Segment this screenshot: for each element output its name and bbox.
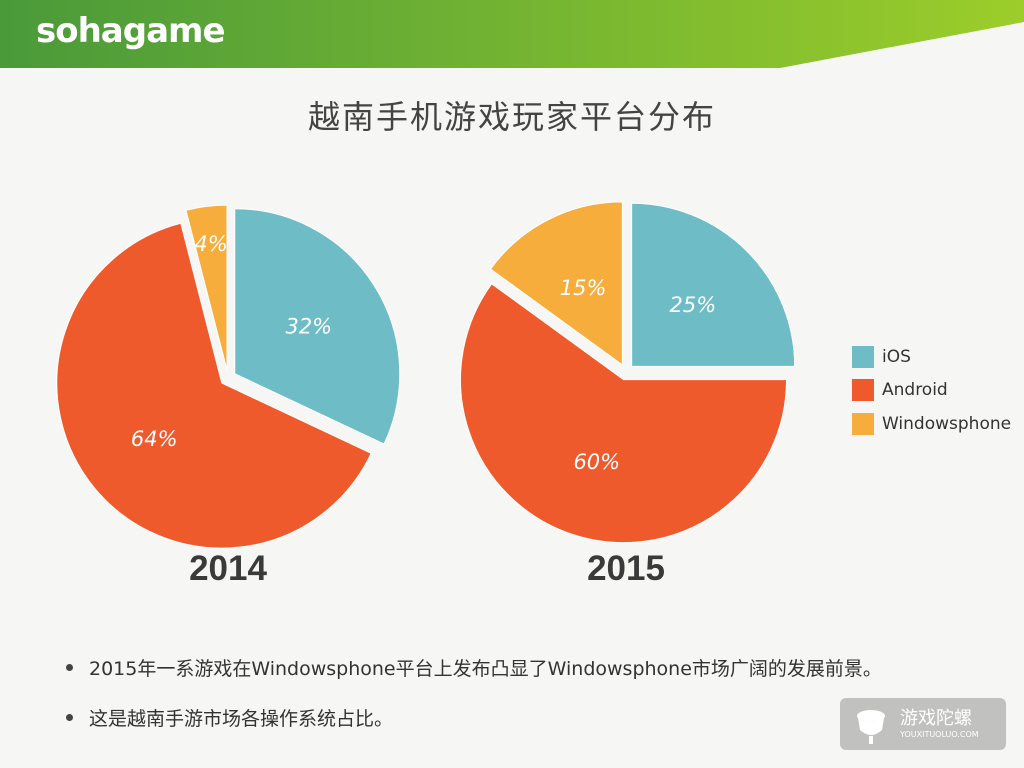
sohagame-logo: sohagame [36,11,226,51]
legend-item-windowsphone: Windowsphone [852,407,1011,441]
data-label-2015-windowsphone: 15% [560,276,607,300]
watermark: 游戏陀螺 YOUXITUOLUO.COM [840,698,1006,750]
slice-2014-ios [234,208,401,445]
watermark-url: YOUXITUOLUO.COM [900,730,979,739]
data-label-2015-android: 60% [573,450,620,474]
data-label-2015-ios: 25% [670,293,717,317]
chart-title-2015: 2015 [587,549,665,588]
legend-label-ios: iOS [882,346,911,367]
bullet-note: 这是越南手游市场各操作系统占比。 [66,692,1006,742]
legend-item-ios: iOS [852,340,1011,374]
chart-title-2014: 2014 [189,549,267,588]
bullet-dot-icon [66,663,73,671]
data-label-2014-windowsphone: 4% [194,232,227,256]
legend-label-android: Android [882,380,948,401]
bullet-dot-icon [66,713,73,721]
slice-2015-windowsphone [489,201,623,366]
bullet-note: 2015年一系游戏在Windowsphone平台上发布凸显了Windowspho… [66,642,1006,692]
note-text: 这是越南手游市场各操作系统占比。 [89,707,394,730]
watermark-name: 游戏陀螺 [900,708,972,729]
data-label-2014-ios: 32% [285,315,332,339]
slice-2014-android [56,222,372,549]
pie-chart-2015: 25% 60% 15% 2015 [460,201,796,588]
header-polygon [0,0,1024,68]
legend-swatch-android [852,379,874,402]
legend-swatch-ios [852,345,874,368]
slide-title: 越南手机游戏玩家平台分布 [307,98,716,136]
legend-swatch-windowsphone [852,412,874,435]
spinning-top-icon [857,710,885,744]
bullet-notes: 2015年一系游戏在Windowsphone平台上发布凸显了Windowspho… [66,642,1006,742]
slice-2015-ios [631,202,796,367]
data-label-2014-android: 64% [131,427,178,451]
header-band [0,0,1024,68]
slice-2015-android [460,283,788,544]
legend-label-windowsphone: Windowsphone [882,413,1012,434]
header-band-shape [0,0,1024,68]
chart-legend: iOS Android Windowsphone [852,340,1011,441]
note-text: 2015年一系游戏在Windowsphone平台上发布凸显了Windowspho… [89,657,882,680]
slice-2014-windowsphone [185,204,228,371]
legend-item-android: Android [852,374,1011,408]
pie-chart-2014: 32% 64% 4% 2014 [56,204,401,588]
